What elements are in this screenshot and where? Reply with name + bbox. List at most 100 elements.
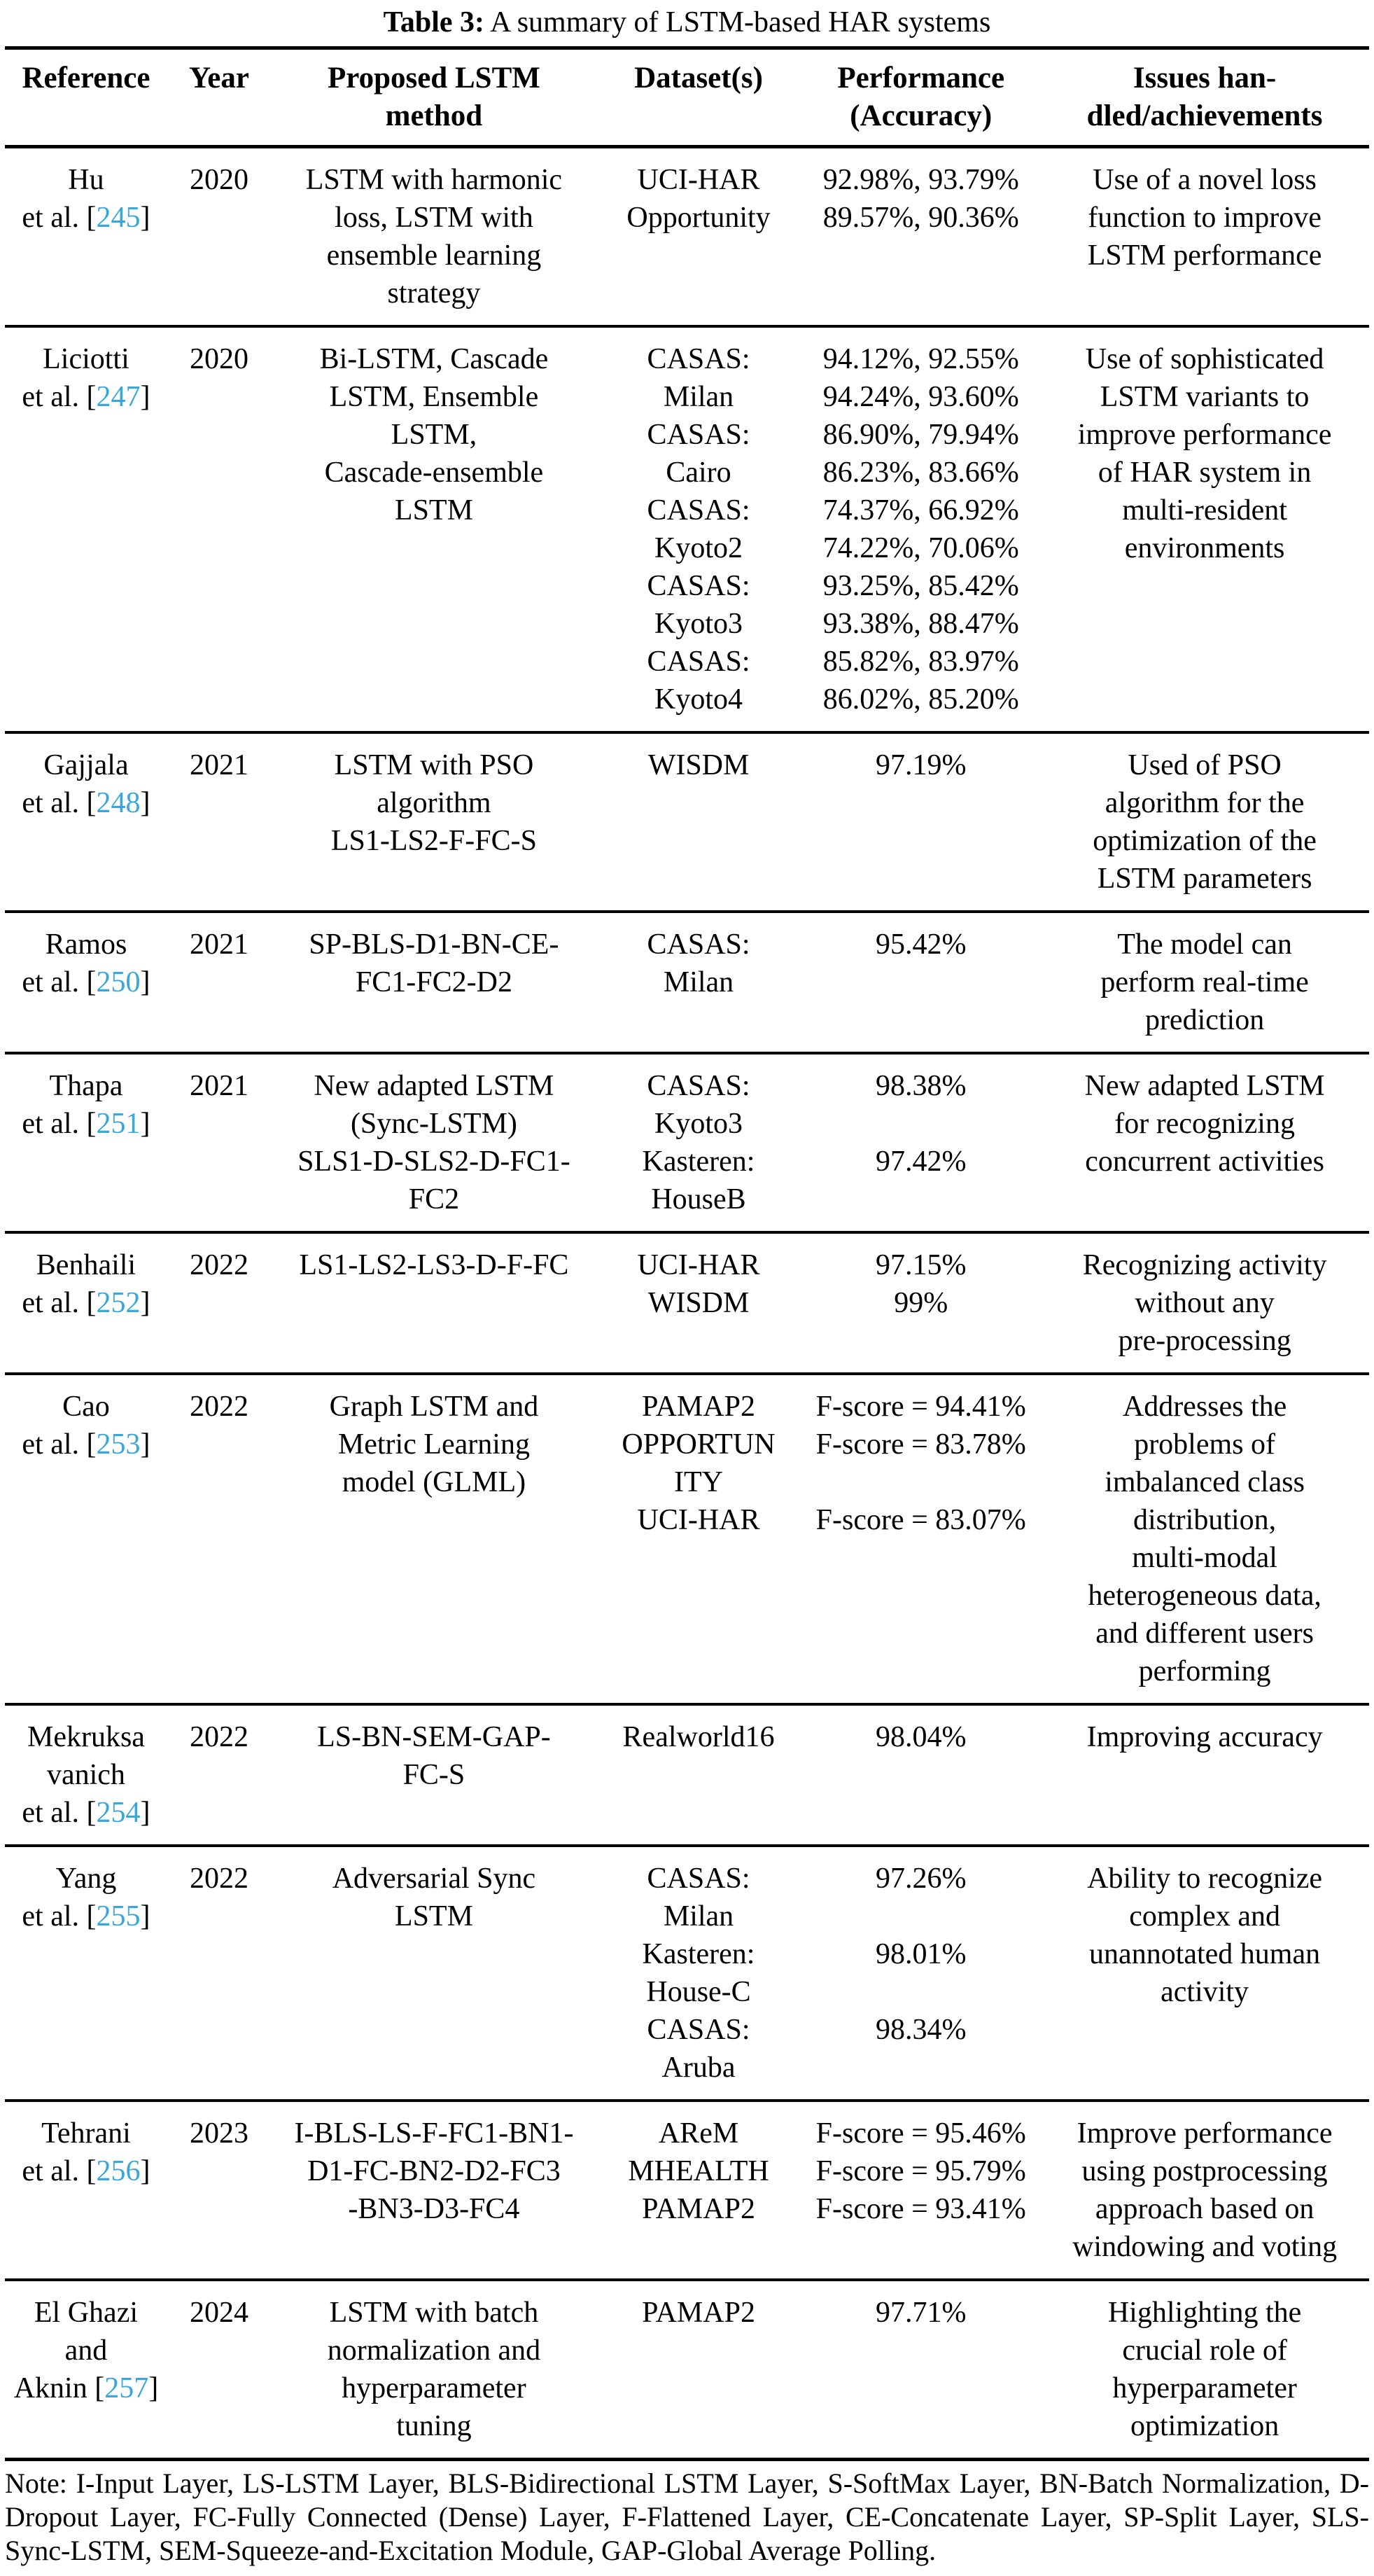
cell-year: 2021 bbox=[167, 1067, 271, 1218]
cell-performance: 98.04% bbox=[800, 1718, 1042, 1832]
cell-line: (Sync-LSTM) bbox=[350, 1108, 517, 1140]
cell-line: SLS1-D-SLS2-D-FC1- bbox=[297, 1146, 570, 1178]
cell-datasets: WISDM bbox=[597, 746, 800, 898]
citation-prefix: et al. [ bbox=[22, 1108, 97, 1140]
cell-line: et al. [250] bbox=[5, 963, 167, 1001]
cell-year: 2021 bbox=[167, 746, 271, 898]
citation-link[interactable]: 256 bbox=[96, 2155, 141, 2187]
cell-performance: 97.19% bbox=[800, 746, 1042, 898]
citation-link[interactable]: 252 bbox=[96, 1287, 141, 1319]
cell-line: CASAS: bbox=[647, 419, 750, 451]
cell-line: 94.12%, 92.55% bbox=[822, 343, 1019, 375]
table-caption-text: A summary of LSTM-based HAR systems bbox=[484, 6, 991, 39]
cell-performance: 97.26% 98.01% 98.34% bbox=[800, 1860, 1042, 2087]
cell-method: SP-BLS-D1-BN-CE- FC1-FC2-D2 bbox=[271, 926, 597, 1039]
citation-link[interactable]: 254 bbox=[96, 1797, 141, 1829]
cell-line: SP-BLS-D1-BN-CE- bbox=[309, 928, 559, 961]
cell-line: LSTM with harmonic bbox=[305, 164, 563, 196]
cell-line: 2023 bbox=[189, 2117, 248, 2150]
cell-line: et al. [256] bbox=[5, 2152, 167, 2190]
cell-line: et al. [252] bbox=[5, 1284, 167, 1322]
citation-link[interactable]: 253 bbox=[96, 1428, 141, 1461]
cell-line: method bbox=[385, 99, 483, 132]
citation-link[interactable]: 248 bbox=[96, 787, 141, 819]
cell-line: CASAS: bbox=[647, 2014, 750, 2046]
cell-line: crucial role of bbox=[1122, 2334, 1287, 2367]
citation-prefix: et al. [ bbox=[22, 1287, 97, 1319]
cell-line: 86.02%, 85.20% bbox=[822, 683, 1019, 716]
cell-reference: Mekruksa vanich et al. [254] bbox=[5, 1718, 167, 1832]
cell-line: Metric Learning bbox=[337, 1428, 530, 1461]
cell-line: 2021 bbox=[189, 749, 248, 781]
cell-line: CASAS: bbox=[647, 646, 750, 678]
cell-line: Highlighting the bbox=[1107, 2297, 1302, 2329]
cell-line: Yang bbox=[55, 1863, 117, 1895]
cell-line: 2020 bbox=[189, 164, 248, 196]
cell-line: FC-S bbox=[402, 1759, 465, 1791]
cell-line: vanich bbox=[46, 1759, 125, 1791]
column-header-reference: Reference bbox=[5, 60, 167, 135]
citation-prefix: et al. [ bbox=[22, 1428, 97, 1461]
cell-line: Graph LSTM and bbox=[329, 1391, 539, 1423]
column-header-year: Year bbox=[167, 60, 271, 135]
cell-line bbox=[800, 1463, 1042, 1501]
cell-line: 98.04% bbox=[875, 1721, 967, 1753]
cell-line: 99% bbox=[894, 1287, 948, 1319]
cell-line: 2021 bbox=[189, 928, 248, 961]
cell-line: perform real-time bbox=[1100, 966, 1309, 998]
row-separator-rule bbox=[5, 731, 1369, 734]
cell-line: et al. [253] bbox=[5, 1426, 167, 1463]
cell-line: UCI-HAR bbox=[637, 1249, 760, 1281]
cell-line: Issues han- bbox=[1133, 62, 1277, 95]
cell-line: problems of bbox=[1134, 1428, 1275, 1461]
cell-line: Aruba bbox=[661, 2052, 736, 2084]
citation-link[interactable]: 247 bbox=[96, 381, 141, 413]
cell-line: 97.15% bbox=[875, 1249, 967, 1281]
citation-link[interactable]: 245 bbox=[96, 202, 141, 234]
cell-issues: The model can perform real-time prediction bbox=[1042, 926, 1368, 1039]
cell-line: The model can bbox=[1117, 928, 1292, 961]
citation-suffix: ] bbox=[140, 1797, 150, 1829]
cell-line: heterogeneous data, bbox=[1088, 1580, 1322, 1612]
cell-line: Hu bbox=[68, 164, 104, 196]
cell-reference: Ramos et al. [250] bbox=[5, 926, 167, 1039]
cell-line: Ability to recognize bbox=[1087, 1863, 1323, 1895]
citation-prefix: et al. [ bbox=[22, 2155, 97, 2187]
cell-line: improve performance bbox=[1077, 419, 1332, 451]
cell-datasets: UCI-HAR Opportunity bbox=[597, 161, 800, 312]
cell-line: Improving accuracy bbox=[1086, 1721, 1323, 1753]
table-row: Gajjala et al. [248] 2021 LSTM with PSO algo… bbox=[5, 734, 1369, 910]
citation-suffix: ] bbox=[140, 1108, 150, 1140]
citation-link[interactable]: 255 bbox=[96, 1900, 141, 1933]
cell-line: Use of a novel loss bbox=[1093, 164, 1317, 196]
table-header-rule bbox=[5, 145, 1369, 148]
cell-line: 92.98%, 93.79% bbox=[822, 164, 1019, 196]
summary-table: Reference Year Proposed LSTM method Dataset(… bbox=[5, 46, 1369, 2461]
cell-line: PAMAP2 bbox=[642, 1391, 755, 1423]
cell-performance: 97.15% 99% bbox=[800, 1246, 1042, 1360]
cell-line: LSTM bbox=[394, 1900, 473, 1933]
cell-line: Tehrani bbox=[41, 2117, 131, 2150]
cell-issues: Use of sophisticated LSTM variants to impr… bbox=[1042, 340, 1368, 718]
cell-line: F-score = 83.78% bbox=[815, 1428, 1026, 1461]
cell-line: Kyoto4 bbox=[654, 683, 743, 716]
cell-line: LSTM performance bbox=[1087, 239, 1322, 272]
cell-line: 98.38% bbox=[875, 1070, 967, 1102]
cell-line: UCI-HAR bbox=[637, 164, 760, 196]
cell-line: 2020 bbox=[189, 343, 248, 375]
cell-line: et al. [248] bbox=[5, 784, 167, 822]
citation-prefix: et al. [ bbox=[22, 787, 97, 819]
cell-performance: 94.12%, 92.55% 94.24%, 93.60% 86.90%, 79.9… bbox=[800, 340, 1042, 718]
cell-line: prediction bbox=[1144, 1004, 1265, 1036]
cell-line: Cao bbox=[62, 1391, 110, 1423]
citation-link[interactable]: 250 bbox=[96, 966, 141, 998]
cell-line: Kyoto3 bbox=[654, 608, 743, 640]
citation-suffix: ] bbox=[140, 1900, 150, 1933]
cell-issues: Addresses the problems of imbalanced class… bbox=[1042, 1388, 1368, 1690]
cell-line: -BN3-D3-FC4 bbox=[348, 2193, 520, 2225]
cell-line: activity bbox=[1161, 1976, 1249, 2008]
citation-link[interactable]: 251 bbox=[96, 1108, 141, 1140]
cell-line: Proposed LSTM bbox=[328, 62, 540, 95]
cell-datasets: CASAS: Milan Kasteren: House-C CASAS: Aruba bbox=[597, 1860, 800, 2087]
citation-link[interactable]: 257 bbox=[104, 2372, 149, 2404]
